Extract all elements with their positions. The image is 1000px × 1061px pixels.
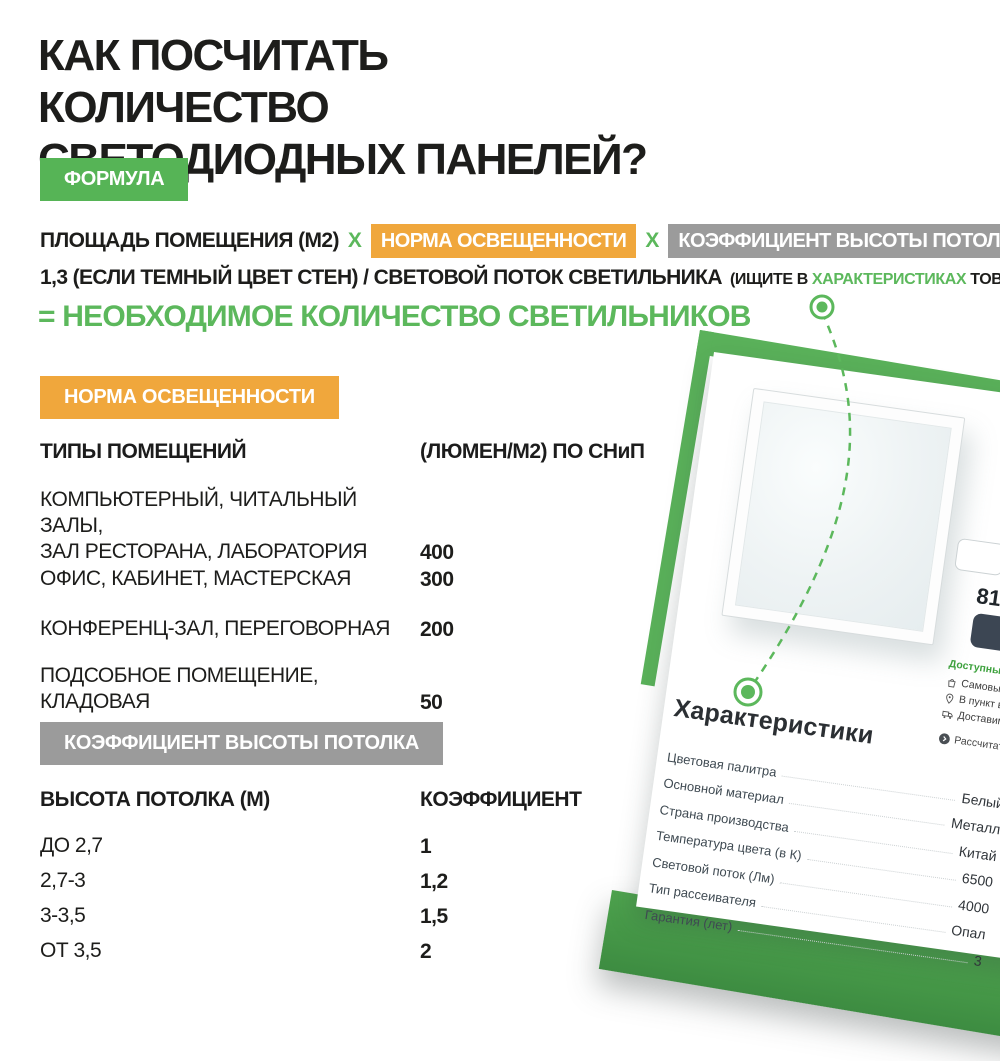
coef-row-label: ОТ 3,5 xyxy=(40,939,102,962)
formula-line2: 1,3 (ЕСЛИ ТЕМНЫЙ ЦВЕТ СТЕН) / СВЕТОВОЙ П… xyxy=(40,266,1000,290)
coef-col1-header: ВЫСОТА ПОТОЛКА (М) xyxy=(40,788,270,811)
table-row: ДО 2,7 1 xyxy=(40,833,680,859)
table-row: ОФИС, КАБИНЕТ, МАСТЕРСКАЯ 300 xyxy=(40,566,680,592)
location-pin-icon xyxy=(946,693,954,704)
coef-badge: КОЭФФИЦИЕНТ ВЫСОТЫ ПОТОЛКА xyxy=(40,722,443,765)
coef-row-value: 1 xyxy=(420,835,432,858)
formula-result: = НЕОБХОДИМОЕ КОЛИЧЕСТВО СВЕТИЛЬНИКОВ xyxy=(38,300,751,333)
norm-badge: НОРМА ОСВЕЩЕННОСТИ xyxy=(40,376,339,419)
formula-area-term: ПЛОЩАДЬ ПОМЕЩЕНИЯ (М2) xyxy=(40,229,339,252)
formula-multiply-1: X xyxy=(347,229,362,252)
table-row: 3-3,5 1,5 xyxy=(40,903,680,929)
delivery-calculate-label: Рассчитать xyxy=(953,734,1000,754)
norm-row-label: ОФИС, КАБИНЕТ, МАСТЕРСКАЯ xyxy=(40,567,351,590)
formula-norm-term: НОРМА ОСВЕЩЕННОСТИ xyxy=(370,224,637,258)
product-price: 81 xyxy=(974,583,1000,612)
norm-row-value: 50 xyxy=(420,691,443,714)
coef-row-label: 3-3,5 xyxy=(40,904,86,927)
formula-note-link: ХАРАКТЕРИСТИКАХ xyxy=(811,271,967,288)
delivery-options: Доступны Самовывоз В пункт в Доставим Ра… xyxy=(937,656,1000,766)
table-row: КОМПЬЮТЕРНЫЙ, ЧИТАЛЬНЫЙ ЗАЛЫ, ЗАЛ РЕСТОР… xyxy=(40,487,680,565)
page-title-line1: КАК ПОСЧИТАТЬ КОЛИЧЕСТВО xyxy=(38,31,389,132)
delivery-calculate-link[interactable]: Рассчитать xyxy=(937,730,1000,765)
formula-note-post: ТОВАРА) xyxy=(970,271,1000,288)
product-card: 81 Доступны Самовывоз В пункт в Доставим… xyxy=(636,352,1000,974)
norm-row-label: КОНФЕРЕНЦ-ЗАЛ, ПЕРЕГОВОРНАЯ xyxy=(40,617,390,640)
formula-line1: ПЛОЩАДЬ ПОМЕЩЕНИЯ (М2) X НОРМА ОСВЕЩЕННО… xyxy=(40,224,1000,258)
table-row: ОТ 3,5 2 xyxy=(40,938,680,964)
norm-row-label: ПОДСОБНОЕ ПОМЕЩЕНИЕ, КЛАДОВАЯ xyxy=(40,664,319,713)
formula-badge: ФОРМУЛА xyxy=(40,158,189,201)
formula-note-pre: (ИЩИТЕ В xyxy=(729,271,808,288)
norm-row-value: 400 xyxy=(420,541,454,564)
norm-col1-header: ТИПЫ ПОМЕЩЕНИЙ xyxy=(40,440,247,463)
delivery-courier[interactable]: Доставим xyxy=(941,705,1000,740)
delivery-pickup[interactable]: Самовывоз xyxy=(945,674,1000,709)
table-row: КОНФЕРЕНЦ-ЗАЛ, ПЕРЕГОВОРНАЯ 200 xyxy=(40,616,680,642)
led-panel-image xyxy=(721,387,966,646)
led-panel-surface xyxy=(734,401,952,632)
delivery-point[interactable]: В пункт в xyxy=(943,689,1000,724)
coef-row-value: 2 xyxy=(420,940,432,963)
formula-multiply-2: X xyxy=(645,229,660,252)
formula-coef-term: КОЭФФИЦИЕНТ ВЫСОТЫ ПОТОЛКА xyxy=(668,224,1000,258)
coef-row-label: 2,7-3 xyxy=(40,869,86,892)
coef-row-label: ДО 2,7 xyxy=(40,834,103,857)
formula-note: (ИЩИТЕ В ХАРАКТЕРИСТИКАХ ТОВАРА) xyxy=(730,271,1000,289)
connector-dot-top-ring xyxy=(809,294,835,320)
norm-col2-header: (ЛЮМЕН/М2) ПО СНиП xyxy=(420,440,645,463)
add-to-cart-button[interactable] xyxy=(969,612,1000,660)
calculate-icon xyxy=(939,733,950,745)
coef-row-value: 1,5 xyxy=(420,905,448,928)
truck-icon xyxy=(942,710,953,719)
quantity-stepper[interactable] xyxy=(954,537,1000,577)
coef-row-value: 1,2 xyxy=(420,870,448,893)
formula-line2-main: 1,3 (ЕСЛИ ТЕМНЫЙ ЦВЕТ СТЕН) / СВЕТОВОЙ П… xyxy=(40,266,723,289)
norm-row-label: КОМПЬЮТЕРНЫЙ, ЧИТАЛЬНЫЙ ЗАЛЫ, ЗАЛ РЕСТОР… xyxy=(40,488,368,563)
connector-dot-top xyxy=(816,301,828,313)
table-row: ПОДСОБНОЕ ПОМЕЩЕНИЕ, КЛАДОВАЯ 50 xyxy=(40,663,680,715)
norm-row-value: 200 xyxy=(420,618,454,641)
table-row: 2,7-3 1,2 xyxy=(40,868,680,894)
bag-icon xyxy=(948,678,956,688)
norm-row-value: 300 xyxy=(420,568,454,591)
coef-col2-header: КОЭФФИЦИЕНТ xyxy=(420,788,582,811)
